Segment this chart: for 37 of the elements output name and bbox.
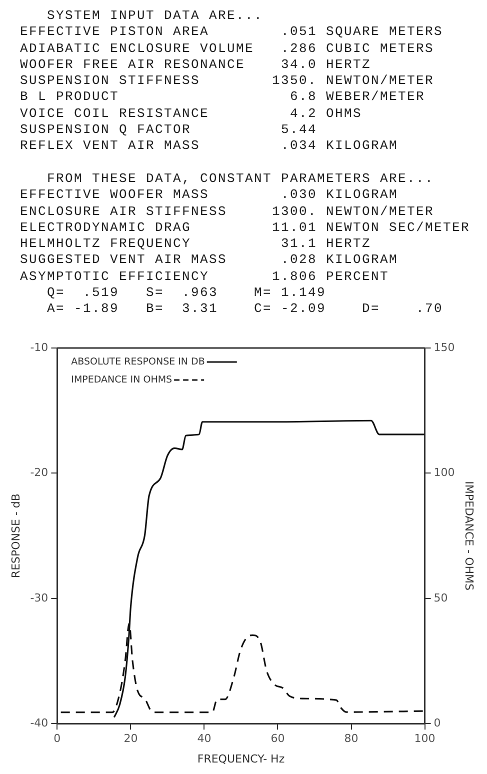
text: VOICE COIL RESISTANCE 4.2 OHMS <box>20 106 364 122</box>
y2-tick-label: 100 <box>434 466 455 480</box>
y-tick-label: -30 <box>30 591 48 604</box>
text: SYSTEM INPUT DATA ARE... <box>46 8 264 24</box>
y-axis-title: RESPONSE - dB <box>9 494 22 578</box>
y2-axis-title: IMPEDANCE - OHMS <box>462 481 476 590</box>
text: Q= .519 S= .963 M= 1.149 <box>46 285 328 302</box>
text: SUSPENSION STIFFNESS 1350. NEWTON/METER <box>20 73 436 90</box>
text: ASYMPTOTIC EFFICIENCY 1.806 PERCENT <box>20 268 390 286</box>
text: A= -1.89 B= 3.31 C= -2.09 D= .70 <box>46 301 444 318</box>
x-axis-title: FREQUENCY- Hz <box>197 752 285 766</box>
legend-label: ABSOLUTE RESPONSE IN DB <box>71 356 205 368</box>
y-tick-label: -20 <box>30 466 48 480</box>
y2-tick-label: 150 <box>434 340 455 354</box>
x-tick-label: 0 <box>54 732 61 746</box>
x-tick-label: 60 <box>270 732 285 746</box>
text: ADIABATIC ENCLOSURE VOLUME .286 CUBIC METERS <box>20 40 436 57</box>
text: HELMHOLTZ FREQUENCY 31.1 HERTZ <box>20 236 372 252</box>
x-tick-label: 20 <box>124 732 138 746</box>
text: WOOFER FREE AIR RESONANCE 34.0 HERTZ <box>20 56 372 74</box>
legend-label: IMPEDANCE IN OHMS <box>71 374 172 386</box>
y2-tick-label: 0 <box>434 716 441 730</box>
text: EFFECTIVE PISTON AREA .051 SQUARE METERS <box>20 24 444 41</box>
y-tick-label: -10 <box>30 340 48 354</box>
y-tick-label: -40 <box>30 716 48 730</box>
text: SUGGESTED VENT AIR MASS .028 KILOGRAM <box>20 252 400 269</box>
x-tick-label: 80 <box>344 732 358 746</box>
x-tick-label: 40 <box>197 732 212 746</box>
text: ELECTRODYNAMIC DRAG 11.01 NEWTON SEC/METER <box>20 220 470 236</box>
text: SUSPENSION Q FACTOR 5.44 <box>20 122 318 138</box>
text: B L PRODUCT 6.8 WEBER/METER <box>20 89 426 106</box>
y2-tick-label: 50 <box>434 591 448 604</box>
text: FROM THESE DATA, CONSTANT PARAMETERS ARE... <box>46 170 436 188</box>
x-tick-label: 100 <box>414 732 436 746</box>
text: ENCLOSURE AIR STIFFNESS 1300. NEWTON/METER <box>20 204 436 220</box>
text: EFFECTIVE WOOFER MASS .030 KILOGRAM <box>20 187 400 204</box>
text: REFLEX VENT AIR MASS .034 KILOGRAM <box>20 138 400 155</box>
